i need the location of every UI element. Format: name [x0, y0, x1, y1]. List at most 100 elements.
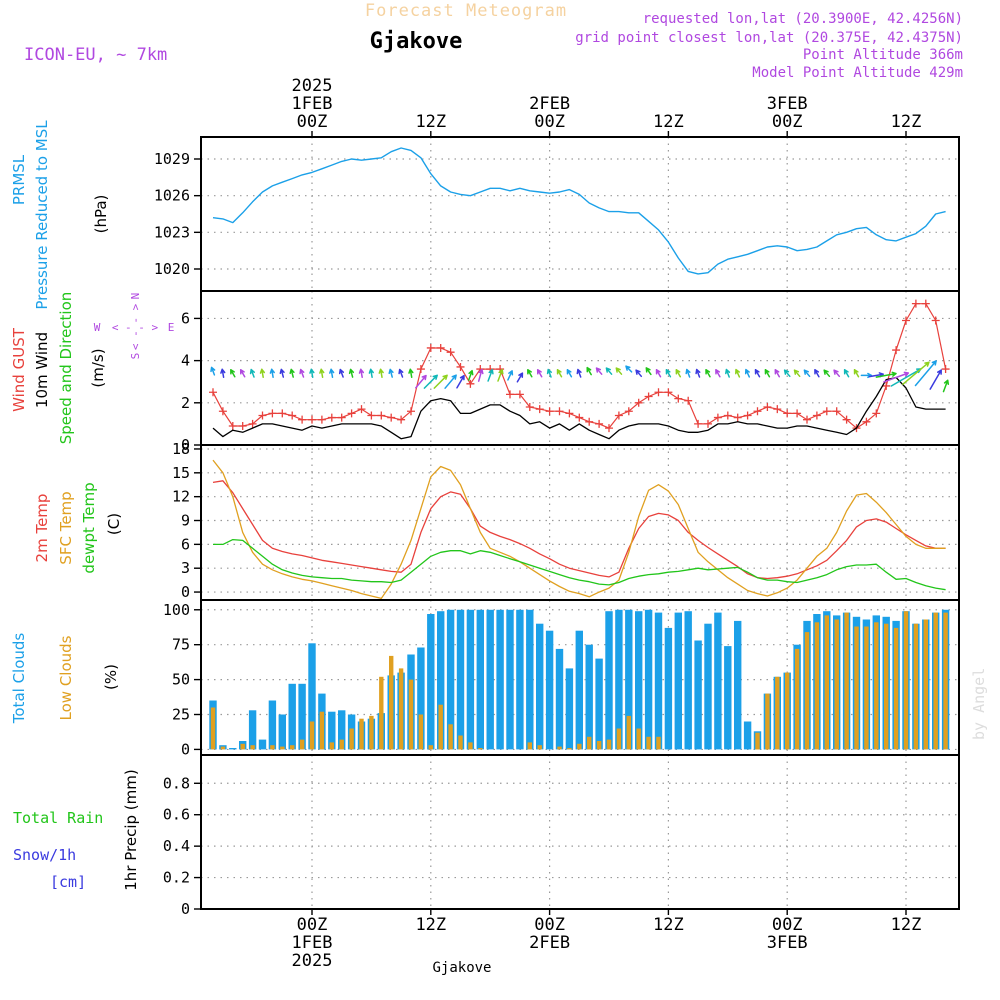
bottom-time-label: 1FEB [292, 933, 333, 953]
bottom-time-label: 12Z [415, 915, 446, 935]
gust-marker [327, 413, 336, 422]
gust-marker [753, 407, 762, 416]
low-cloud-bar [290, 745, 295, 750]
gridpoint-coords: grid point closest lon,lat (20.375E, 42.… [575, 30, 963, 46]
total-cloud-bar [536, 623, 544, 750]
bottom-time-label: 00Z [297, 915, 328, 935]
gust-marker [892, 346, 901, 355]
panel-frame [200, 290, 960, 446]
precipitation-panel: 0 0.2 0.4 0.6 0.8 [163, 754, 960, 918]
low-cloud-bar [240, 743, 245, 750]
low-cloud-bar [616, 728, 622, 750]
low-cloud-bar [577, 743, 582, 750]
compass-e-label: E [168, 321, 175, 334]
top-time-label: 00Z [534, 112, 565, 132]
gust-marker [515, 390, 524, 399]
total-cloud-bar [308, 643, 316, 750]
gust-marker [248, 419, 257, 428]
y-tick-label: 25 [172, 706, 190, 724]
wind-direction-arrow [655, 369, 662, 378]
wind-direction-arrow [725, 368, 731, 378]
y-tick-label: 100 [163, 601, 190, 619]
gust-marker [387, 413, 396, 422]
low-cloud-bar [210, 707, 216, 750]
total-cloud-bar [654, 612, 663, 750]
low-cloud-bar [943, 612, 948, 750]
wind-direction-arrow [279, 368, 285, 378]
bottom-time-label: 00Z [534, 915, 565, 935]
total-cloud-bar [625, 609, 633, 750]
low-cloud-bar [864, 626, 869, 750]
gust-marker [268, 409, 277, 418]
low-clouds-label: Low Clouds [57, 635, 75, 720]
wind-direction-arrow [536, 369, 543, 378]
wind-direction-arrow [576, 368, 582, 378]
gust-marker [446, 348, 455, 357]
gust-marker [605, 424, 613, 433]
low-cloud-bar [250, 745, 255, 750]
wind-direction-arrow [527, 369, 533, 378]
low-cloud-bar [448, 724, 453, 750]
y-tick-label: 18 [172, 440, 190, 458]
low-cloud-bar [884, 623, 889, 750]
low-cloud-bar [309, 721, 315, 750]
wind-direction-arrow [309, 368, 315, 378]
pressure-line [212, 147, 946, 275]
wind-direction-arrow [586, 366, 592, 376]
low-cloud-bar [299, 739, 305, 750]
wind-direction-arrow [239, 369, 246, 378]
clouds-panel: 0 25 50 75 100 [163, 599, 960, 758]
wind-direction-arrow [735, 368, 741, 378]
wind-unit-label: (m/s) [89, 348, 107, 387]
total-cloud-bar [555, 648, 564, 750]
wind-direction-arrow [220, 368, 226, 378]
total-cloud-bar [446, 609, 455, 750]
wind-direction-arrow [368, 368, 374, 378]
wind-direction-arrow [444, 374, 457, 389]
low-cloud-bar [408, 679, 414, 750]
total-cloud-bar [565, 668, 574, 750]
low-cloud-bar [567, 748, 572, 750]
gust-marker [367, 411, 376, 420]
gust-marker [723, 411, 732, 420]
wind-direction-arrow [348, 368, 355, 378]
wind-direction-arrow [338, 368, 345, 378]
gust-marker [783, 409, 792, 418]
wind-direction-arrow [675, 369, 682, 378]
y-tick-label: 6 [181, 309, 190, 327]
gust-marker [872, 409, 881, 418]
bottom-time-label: 2FEB [529, 933, 570, 953]
total-cloud-bar [545, 630, 554, 750]
wind-direction-arrow [843, 369, 850, 378]
low-cloud-bar [359, 718, 364, 750]
gust-marker [456, 362, 465, 371]
low-cloud-bar [339, 739, 344, 750]
wind-direction-arrow [744, 368, 751, 378]
wind-direction-arrow [477, 368, 484, 382]
wind-direction-arrow [754, 369, 761, 378]
top-time-label: 3FEB [767, 94, 808, 114]
y-tick-label: 50 [172, 671, 190, 689]
pressure-unit-label: (hPa) [92, 195, 110, 234]
total-cloud-bar [605, 611, 613, 750]
point-altitude: Point Altitude 366m [803, 47, 963, 63]
low-cloud-bar [755, 732, 760, 750]
y-tick-label: 2 [181, 394, 190, 412]
low-cloud-bar [557, 746, 562, 750]
gust-marker [416, 365, 425, 374]
top-time-label: 2FEB [529, 94, 570, 114]
gust-marker [842, 415, 851, 424]
wind-direction-arrow [408, 368, 414, 378]
gust-marker [822, 407, 831, 416]
temp-dewpoint-label: dewpt Temp [80, 482, 98, 573]
gust-marker [258, 411, 267, 420]
total-cloud-bar [288, 683, 296, 750]
gust-marker [743, 411, 752, 420]
wind-gust-label: Wind GUST [10, 327, 28, 412]
wind-direction-arrow [329, 368, 335, 378]
low-cloud-bar [270, 745, 275, 750]
top-time-label: 00Z [297, 112, 328, 132]
wind-direction-arrow [814, 369, 820, 378]
wind-direction-arrow [665, 369, 672, 378]
